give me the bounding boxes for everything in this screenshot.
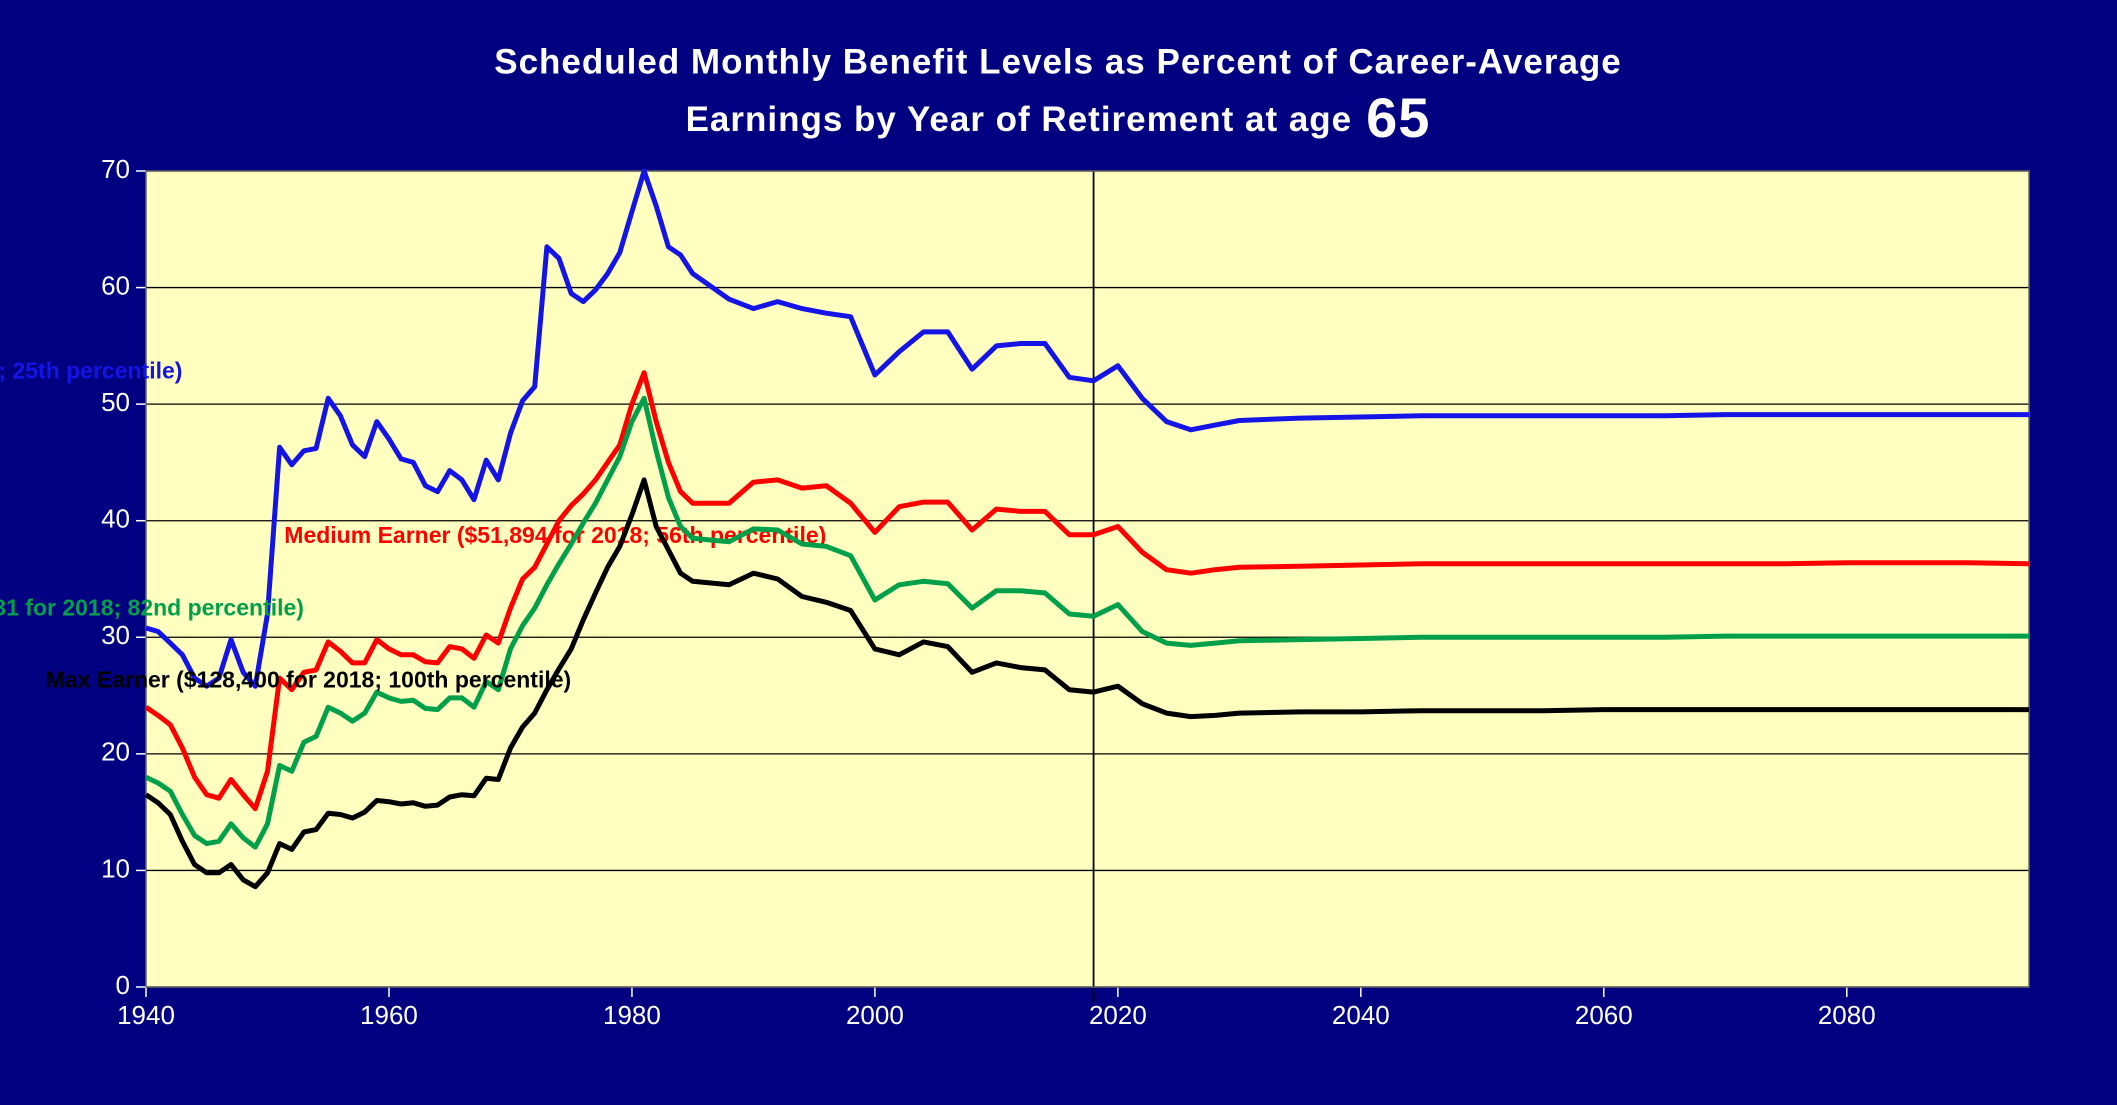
series-label: High Earner ($83,031 for 2018; 82nd perc…: [0, 594, 304, 620]
chart-title: Scheduled Monthly Benefit Levels as Perc…: [494, 42, 1622, 81]
x-tick-label: 2060: [1575, 1000, 1633, 1030]
y-tick-label: 20: [101, 737, 130, 767]
y-tick-label: 60: [101, 270, 130, 300]
plot-area: [146, 171, 2029, 987]
series-line: [144, 477, 2029, 890]
x-tick-label: 2020: [1089, 1000, 1147, 1030]
series-line: [144, 395, 2029, 850]
x-tick-label: 2080: [1818, 1000, 1876, 1030]
x-tick-label: 1940: [117, 1000, 175, 1030]
y-tick-label: 40: [101, 504, 130, 534]
title-age: 65: [1366, 86, 1430, 149]
x-tick-label: 1980: [603, 1000, 661, 1030]
chart-title-line2: Earnings by Year of Retirement at age 65: [686, 86, 1431, 149]
x-tick-label: 1960: [360, 1000, 418, 1030]
plot-border: [145, 170, 2030, 988]
series-label: Max Earner ($128,400 for 2018; 100th per…: [46, 667, 571, 693]
title-text: Earnings by Year of Retirement at age: [686, 100, 1353, 139]
series-line: [145, 168, 2029, 689]
series-label: Medium Earner ($51,894 for 2018; 56th pe…: [284, 522, 826, 548]
y-tick-label: 70: [101, 154, 130, 184]
x-tick-label: 2040: [1332, 1000, 1390, 1030]
series-line: [144, 370, 2030, 812]
y-tick-label: 10: [101, 853, 130, 883]
x-tick-label: 2000: [846, 1000, 904, 1030]
y-tick-label: 0: [116, 970, 130, 1000]
y-tick-label: 50: [101, 387, 130, 417]
y-tick-label: 30: [101, 620, 130, 650]
series-label: Low Earner ($23,353 for 2018; 25th perce…: [0, 358, 182, 384]
